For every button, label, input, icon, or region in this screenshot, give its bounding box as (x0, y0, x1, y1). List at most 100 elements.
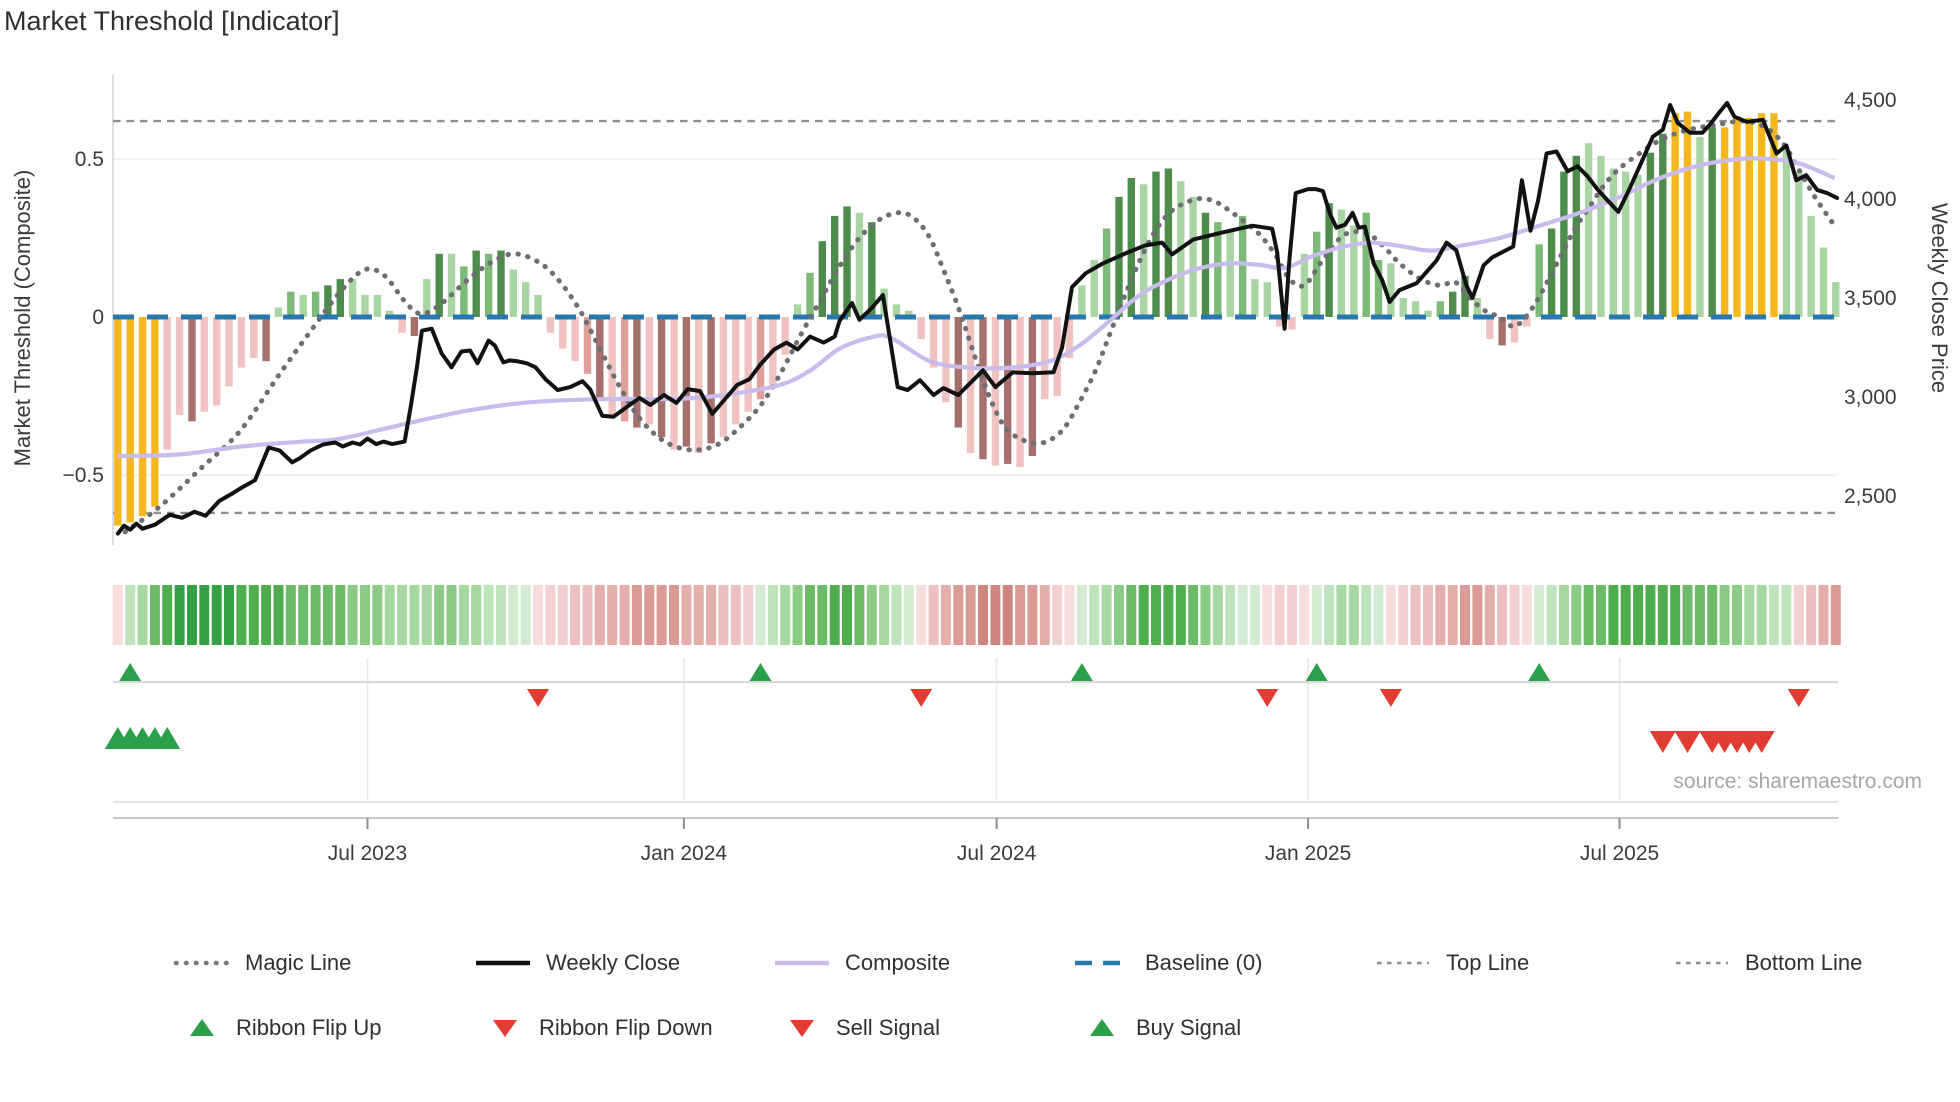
threshold-bar (855, 212, 864, 317)
ribbon-cell (1447, 585, 1458, 645)
ribbon-cell (1101, 585, 1112, 645)
threshold-bar (410, 317, 419, 336)
threshold-bar (1720, 127, 1729, 318)
x-tick-label: Jul 2024 (957, 842, 1037, 865)
left-tick-label: 0.5 (75, 148, 104, 171)
threshold-bar (682, 317, 691, 447)
threshold-bar (1584, 143, 1593, 317)
threshold-bar (299, 294, 307, 317)
right-tick-label: 4,500 (1844, 89, 1897, 112)
ribbon-cell (1225, 585, 1236, 645)
threshold-lines (113, 119, 1838, 515)
ribbon-cell (1052, 585, 1063, 645)
ribbon-cell (298, 585, 309, 645)
ribbon-cell (718, 585, 729, 645)
ribbon-cell (322, 585, 333, 645)
ribbon-cell (1571, 585, 1582, 645)
threshold-bar (1090, 260, 1098, 317)
threshold-bar (1770, 113, 1778, 317)
threshold-bar (608, 317, 616, 415)
sell-signal-marker (1649, 731, 1676, 753)
legend-label: Baseline (0) (1145, 950, 1263, 975)
threshold-bar (1795, 171, 1803, 317)
ribbon-cell (1484, 585, 1495, 645)
ribbon-cell (1385, 585, 1396, 645)
threshold-bar (1102, 228, 1111, 317)
ribbon-cell (199, 585, 210, 645)
page-title: Market Threshold [Indicator] (4, 6, 340, 36)
ribbon-flip-up-marker (1305, 663, 1328, 681)
ribbon-cell (706, 585, 717, 645)
ribbon-cell (1472, 585, 1483, 645)
ribbon-cell (767, 585, 778, 645)
ribbon-cell (520, 585, 531, 645)
ribbon-cell (1423, 585, 1433, 645)
legend-label: Magic Line (245, 950, 352, 975)
ribbon-cell (125, 585, 136, 645)
threshold-bar (744, 317, 752, 412)
ribbon-flip-up-icon (182, 1016, 222, 1040)
ribbon-cell (1670, 585, 1681, 645)
right-tick-label: 4,000 (1844, 188, 1897, 211)
threshold-bar (386, 310, 394, 317)
ribbon-cell (631, 585, 642, 645)
ribbon-cell (533, 585, 543, 645)
ribbon-cell (607, 585, 618, 645)
threshold-bar (138, 317, 147, 517)
ribbon-cell (1175, 585, 1186, 645)
threshold-bar (1486, 317, 1494, 340)
ribbon-cell (1361, 585, 1372, 645)
threshold-bar (707, 317, 715, 444)
ribbon-cell (1620, 585, 1631, 645)
threshold-bar (571, 317, 579, 362)
ribbon-cell (149, 585, 160, 645)
ribbon-cell (978, 585, 988, 645)
ribbon-flip-up-marker (1528, 663, 1551, 681)
threshold-bar (633, 317, 641, 428)
threshold-bar (1164, 168, 1173, 317)
legend-label: Weekly Close (546, 950, 681, 975)
ribbon-cell (557, 585, 568, 645)
ribbon-cell (1151, 585, 1161, 645)
ribbon-cell (1546, 585, 1557, 645)
ribbon-cell (508, 585, 519, 645)
threshold-bar (497, 250, 505, 317)
legend-item-magic-line: Magic Line (173, 948, 351, 978)
ribbon-cell (1633, 585, 1644, 645)
ribbon-cell (1064, 585, 1075, 645)
legend-label: Ribbon Flip Down (539, 1015, 713, 1040)
ribbon-cell (285, 585, 296, 645)
threshold-bar (942, 317, 950, 403)
ribbon-cell (1534, 585, 1545, 645)
ribbon-cell (1781, 585, 1792, 645)
magic-line-swatch-icon (173, 951, 231, 975)
threshold-bar (287, 291, 295, 317)
threshold-bar (1078, 285, 1086, 317)
ribbon-cell (273, 585, 284, 645)
weekly-close-swatch-icon (474, 951, 532, 975)
ribbon-flip-down-icon (485, 1016, 525, 1040)
threshold-bar (1251, 279, 1259, 317)
legend-item-weekly-close: Weekly Close (474, 948, 680, 978)
ribbon-cell (347, 585, 358, 645)
ribbon-cell (669, 585, 679, 645)
ribbon-cell (854, 585, 865, 645)
ribbon-cell (1348, 585, 1359, 645)
threshold-bar (620, 317, 629, 422)
threshold-bar (806, 272, 814, 317)
ribbon-flip-up-marker (749, 663, 772, 681)
threshold-bar (1758, 113, 1766, 317)
ribbon-cell (1818, 585, 1829, 645)
ribbon-cell (112, 585, 123, 645)
threshold-bar (1745, 117, 1753, 318)
ribbon-cell (681, 585, 692, 645)
ribbon-flip-markers (119, 663, 1810, 707)
threshold-bar (447, 253, 456, 317)
threshold-bar (1535, 244, 1543, 317)
ribbon-cell (1583, 585, 1594, 645)
threshold-bar (954, 317, 962, 428)
ribbon-cell (570, 585, 581, 645)
ribbon-cell (483, 585, 494, 645)
ribbon-flip-down-marker (910, 689, 933, 707)
ribbon-flip-up-marker (119, 663, 142, 681)
